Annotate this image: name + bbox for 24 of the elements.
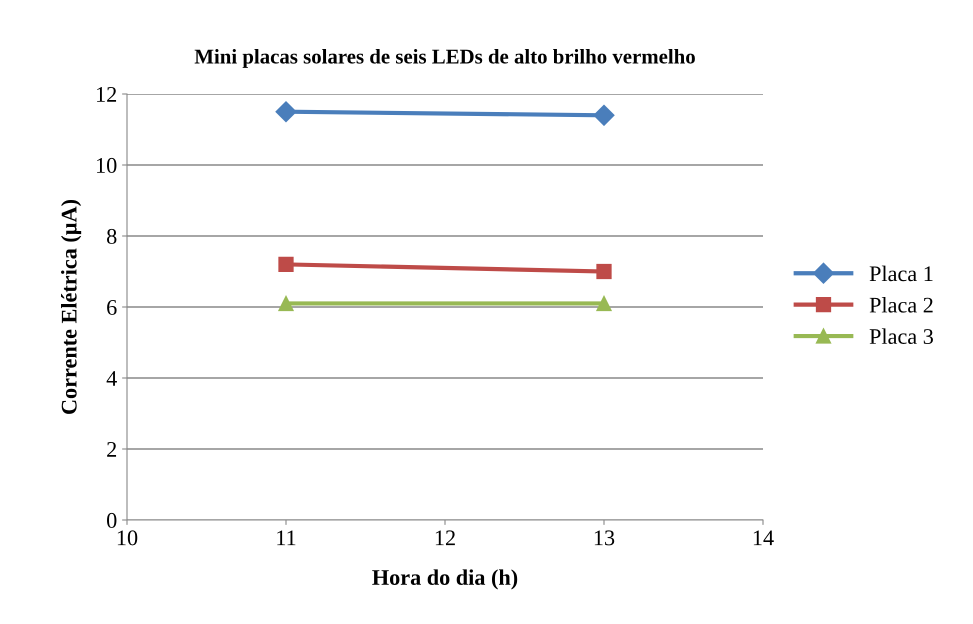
x-tick-label: 12 — [436, 530, 455, 546]
x-axis-title: Hora do dia (h) — [372, 569, 518, 590]
y-tick-label: 6 — [107, 300, 117, 315]
y-tick-label: 12 — [97, 86, 116, 102]
x-tick-label: 13 — [594, 530, 614, 546]
y-axis-title: Corrente Elétrica (µA) — [60, 200, 82, 414]
legend-label: Placa 3 — [870, 328, 933, 344]
legend-label: Placa 1 — [870, 266, 933, 282]
x-tick-label: 14 — [754, 530, 774, 546]
y-tick-label: 4 — [106, 371, 117, 386]
point — [596, 264, 612, 280]
x-tick-label: 10 — [118, 530, 138, 546]
point — [596, 296, 612, 312]
chart-title: Mini placas solares de seis LEDs de alto brilho vermelho — [194, 48, 695, 68]
legend-label: Placa 2 — [870, 296, 933, 313]
point — [278, 256, 294, 272]
point — [593, 104, 615, 126]
y-tick-label: 0 — [107, 512, 116, 528]
x-tick-label: 11 — [277, 530, 296, 546]
y-tick-label: 8 — [107, 228, 116, 244]
y-tick-label: 2 — [107, 442, 116, 457]
y-tick-label: 10 — [97, 158, 116, 173]
point — [275, 101, 297, 122]
point — [278, 296, 294, 312]
